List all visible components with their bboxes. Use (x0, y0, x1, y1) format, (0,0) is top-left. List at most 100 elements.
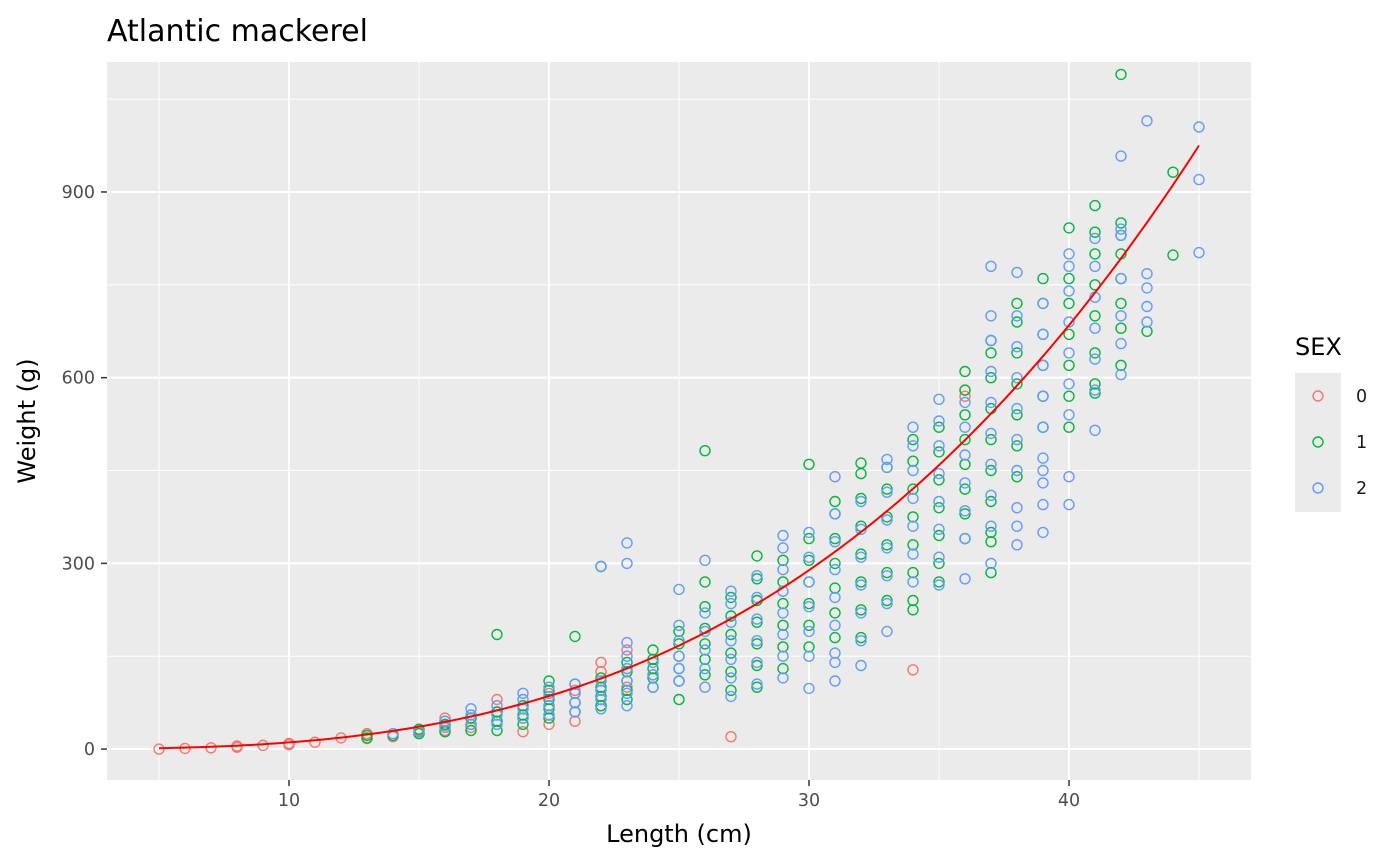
data-point-sex-2 (1115, 229, 1127, 242)
data-point-sex-2 (1141, 115, 1153, 127)
legend-label-sex-2: 2 (1356, 479, 1367, 499)
data-point-sex-2 (595, 560, 607, 573)
data-point-sex-2 (543, 709, 555, 721)
data-point-sex-2 (569, 678, 581, 690)
data-point-sex-1 (959, 458, 971, 470)
data-point-sex-2 (699, 681, 711, 693)
data-point-sex-2 (1037, 421, 1049, 433)
data-point-sex-1 (1089, 199, 1101, 212)
data-point-sex-2 (1193, 173, 1205, 186)
data-point-sex-2 (1037, 297, 1049, 310)
data-point-sex-2 (699, 607, 711, 619)
data-point-sex-2 (1115, 272, 1127, 285)
data-point-sex-2 (595, 693, 607, 706)
data-point-sex-1 (751, 616, 763, 628)
data-point-sex-1 (959, 365, 971, 378)
data-point-sex-1 (595, 672, 607, 684)
data-point-sex-2 (933, 523, 945, 535)
data-point-sex-1 (855, 604, 867, 616)
data-point-sex-2 (751, 613, 763, 625)
data-point-sex-1 (881, 539, 893, 551)
data-point-sex-2 (959, 449, 971, 461)
data-point-sex-2 (699, 644, 711, 656)
data-point-sex-2 (803, 576, 815, 588)
data-point-sex-1 (699, 576, 711, 588)
data-point-sex-1 (1011, 440, 1023, 452)
data-point-sex-2 (881, 453, 893, 466)
legend-entries: 0 1 2 (1312, 387, 1367, 499)
data-point-sex-2 (1011, 341, 1023, 353)
data-point-sex-2 (1037, 452, 1049, 464)
data-point-sex-2 (1063, 248, 1075, 260)
data-point-sex-1 (985, 566, 997, 579)
data-point-sex-2 (829, 471, 841, 483)
data-point-sex-1 (803, 458, 815, 470)
data-point-sex-2 (777, 563, 789, 576)
data-point-sex-1 (907, 604, 919, 616)
data-point-sex-1 (1089, 310, 1101, 322)
x-tick-label: 40 (1058, 791, 1080, 811)
data-point-sex-2 (777, 542, 789, 554)
data-point-sex-2 (725, 690, 737, 703)
data-point-sex-2 (621, 557, 633, 570)
data-point-sex-1 (725, 684, 737, 696)
data-point-sex-1 (829, 607, 841, 619)
data-point-sex-1 (699, 653, 711, 665)
data-point-sex-1 (881, 566, 893, 579)
x-tick-label: 20 (538, 791, 560, 811)
data-point-sex-2 (1193, 121, 1205, 133)
data-point-sex-2 (621, 687, 633, 699)
data-point-sex-2 (1011, 539, 1023, 551)
data-point-sex-2 (803, 625, 815, 638)
data-point-sex-0 (621, 644, 633, 656)
data-point-sex-1 (855, 631, 867, 644)
data-point-sex-1 (621, 693, 633, 706)
data-point-sex-1 (621, 666, 633, 678)
data-point-sex-1 (855, 548, 867, 560)
legend-key-sex-1 (1312, 436, 1324, 448)
data-point-sex-2 (1011, 402, 1023, 415)
data-point-sex-1 (1037, 272, 1049, 285)
data-point-sex-1 (1089, 248, 1101, 260)
data-point-sex-0 (517, 726, 529, 738)
y-tick-label: 600 (62, 369, 95, 389)
data-point-sex-1 (751, 573, 763, 585)
data-point-sex-1 (1011, 316, 1023, 328)
data-point-sex-2 (933, 551, 945, 563)
legend-key-background (1295, 373, 1341, 512)
data-point-sex-2 (725, 597, 737, 610)
data-point-sex-0 (595, 666, 607, 678)
data-point-sex-1 (907, 539, 919, 551)
data-point-sex-2 (985, 365, 997, 378)
data-point-sex-0 (725, 731, 737, 743)
data-point-sex-1 (777, 619, 789, 631)
data-point-sex-1 (985, 526, 997, 539)
data-point-sex-2 (777, 672, 789, 684)
data-point-sex-0 (595, 656, 607, 669)
data-point-sex-1 (725, 666, 737, 678)
data-point-sex-1 (543, 712, 555, 724)
data-point-sex-2 (829, 591, 841, 604)
data-point-sex-1 (751, 550, 763, 562)
data-point-sex-2 (1037, 464, 1049, 477)
data-point-sex-2 (959, 421, 971, 433)
data-point-sex-2 (985, 396, 997, 409)
data-point-sex-1 (517, 709, 529, 721)
data-point-sex-2 (1089, 424, 1101, 436)
data-point-sex-1 (803, 554, 815, 566)
data-point-sex-2 (1141, 268, 1153, 280)
data-point-sex-2 (517, 712, 529, 724)
data-point-sex-1 (1115, 297, 1127, 310)
data-point-sex-2 (699, 625, 711, 638)
data-point-sex-2 (829, 508, 841, 520)
data-point-sex-2 (647, 669, 659, 681)
data-point-sex-2 (985, 310, 997, 322)
y-tick-label: 0 (84, 740, 95, 760)
data-point-sex-1 (1063, 222, 1075, 234)
data-point-sex-2 (1063, 471, 1075, 483)
data-point-sex-1 (985, 372, 997, 384)
data-point-sex-2 (673, 662, 685, 675)
data-point-sex-2 (673, 619, 685, 631)
data-point-sex-2 (829, 619, 841, 631)
data-point-sex-2 (1011, 520, 1023, 532)
